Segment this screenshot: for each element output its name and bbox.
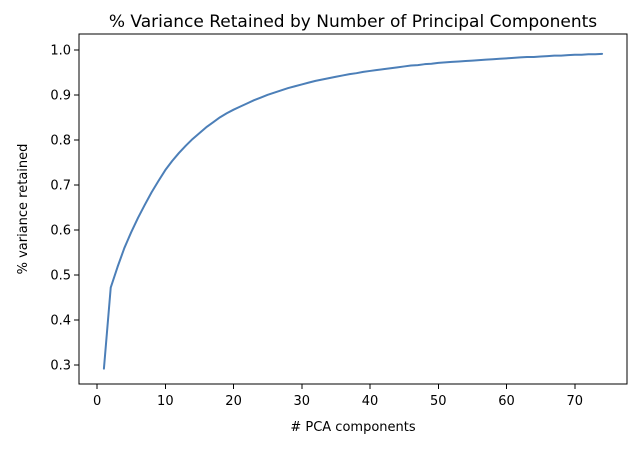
y-axis: 0.3 0.4 0.5 0.6 0.7 0.8 0.9 1.0: [50, 43, 79, 374]
axes-frame: [78, 33, 628, 385]
y-tick-label: 0.3: [50, 359, 71, 374]
x-tick-label: 30: [294, 394, 311, 409]
y-tick-label: 0.4: [50, 314, 71, 329]
x-tick-label: 50: [430, 394, 447, 409]
x-tick-label: 10: [157, 394, 174, 409]
x-tick-label: 60: [498, 394, 515, 409]
x-tick-label: 70: [567, 394, 584, 409]
y-tick-label: 0.5: [50, 268, 71, 283]
x-tick-label: 0: [93, 394, 101, 409]
y-axis-label: % variance retained: [16, 144, 31, 275]
y-tick-label: 0.6: [50, 223, 71, 238]
plot-area: [78, 33, 628, 385]
chart-title: % Variance Retained by Number of Princip…: [109, 12, 597, 32]
y-tick-label: 0.9: [50, 88, 71, 103]
y-tick-label: 1.0: [50, 43, 71, 58]
x-tick-label: 40: [362, 394, 379, 409]
x-tick-label: 20: [225, 394, 242, 409]
y-tick-label: 0.7: [50, 178, 71, 193]
x-axis: 0 10 20 30 40 50 60 70: [93, 384, 583, 409]
series-line: [102, 52, 604, 370]
y-tick-label: 0.8: [50, 133, 71, 148]
x-axis-label: # PCA components: [290, 420, 416, 435]
